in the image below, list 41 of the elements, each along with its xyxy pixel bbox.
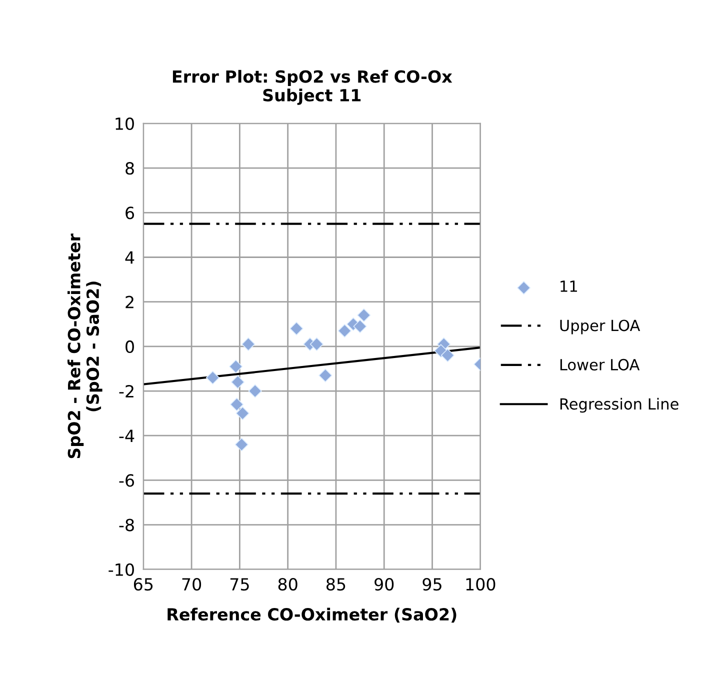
point — [248, 384, 262, 398]
x-tick-label: 95 — [422, 578, 442, 591]
y-tick-label: 8 — [126, 162, 134, 175]
y-tick-label: 10 — [116, 117, 134, 130]
y-tick-label: -8 — [119, 518, 134, 532]
y-axis-title: SpO2 - Ref CO-Oximeter (SpO2 - SaO2) — [67, 234, 102, 458]
y-tick-label: -6 — [119, 474, 134, 487]
point — [357, 308, 371, 322]
point — [206, 370, 220, 384]
x-tick-label: 65 — [134, 578, 153, 591]
y-tick-label: 2 — [126, 296, 134, 308]
point — [236, 406, 250, 420]
point — [440, 348, 454, 362]
x-tick-label: 80 — [278, 578, 298, 591]
y-tick-label: -10 — [108, 563, 134, 576]
chart-title: Error Plot: SpO2 vs Ref CO-Ox Subject 11 — [172, 70, 452, 105]
point — [338, 324, 352, 338]
point — [230, 375, 245, 389]
point — [242, 337, 256, 351]
point — [310, 337, 324, 351]
y-tick-label: 6 — [126, 206, 134, 220]
y-tick-label: -4 — [119, 430, 134, 442]
x-tick-label: 70 — [182, 578, 202, 591]
legend-label: Regression Line — [560, 398, 678, 413]
legend-label: Lower LOA — [560, 358, 640, 370]
x-tick-label: 90 — [374, 578, 394, 591]
x-tick-label: 75 — [230, 578, 249, 591]
point — [234, 438, 248, 452]
x-tick-label: 100 — [466, 578, 496, 591]
legend-label: 11 — [560, 280, 577, 292]
legend-label: Upper LOA — [560, 320, 640, 334]
x-axis-title: Reference CO-Oximeter (SaO2) — [168, 608, 456, 623]
point — [353, 320, 367, 334]
y-tick-label: -2 — [119, 384, 134, 398]
point — [229, 360, 243, 374]
x-tick-label: 85 — [326, 578, 346, 591]
point — [318, 368, 332, 382]
point — [230, 398, 244, 412]
point — [290, 322, 304, 336]
y-tick-label: 4 — [125, 251, 134, 264]
y-tick-label: 0 — [126, 340, 134, 353]
